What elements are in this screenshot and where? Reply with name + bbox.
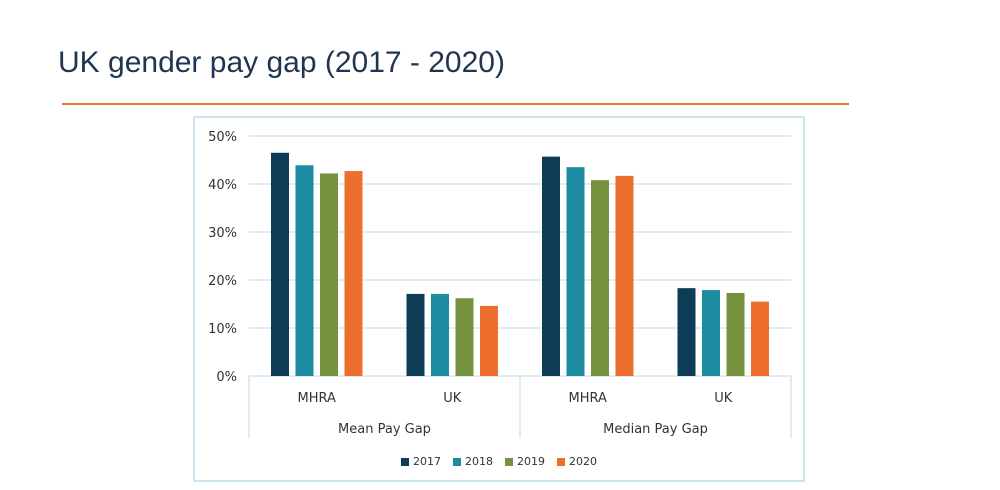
y-tick-label: 20% <box>208 274 237 289</box>
bar-2020 <box>751 301 769 376</box>
legend-label: 2018 <box>465 455 493 468</box>
x-category-label: MHRA <box>298 391 336 406</box>
bar-2018 <box>566 167 585 376</box>
bar-2018 <box>295 165 314 376</box>
bar-2017 <box>677 288 696 376</box>
y-tick-label: 50% <box>208 130 237 145</box>
y-tick-label: 0% <box>216 370 237 385</box>
bar-2019 <box>320 173 338 376</box>
bar-2020 <box>615 175 634 376</box>
y-tick-label: 10% <box>208 322 237 337</box>
legend-item: 2020 <box>557 455 597 468</box>
legend-label: 2020 <box>569 455 597 468</box>
bar-2017 <box>542 156 560 376</box>
bar-2020 <box>480 305 498 376</box>
x-category-label: MHRA <box>569 391 607 406</box>
legend-swatch <box>401 457 409 466</box>
y-tick-label: 30% <box>208 226 237 241</box>
bar-2019 <box>726 292 745 376</box>
legend-label: 2017 <box>413 455 441 468</box>
x-group-label: Median Pay Gap <box>603 422 708 437</box>
x-category-label: UK <box>443 391 462 406</box>
chart-legend: 2017 2018 2019 2020 <box>195 455 803 468</box>
bar-2019 <box>591 180 609 376</box>
bar-2017 <box>406 293 425 376</box>
x-category-label: UK <box>714 391 733 406</box>
bar-2018 <box>702 290 720 376</box>
page-title: UK gender pay gap (2017 - 2020) <box>58 46 505 79</box>
legend-swatch <box>557 457 565 466</box>
legend-item: 2019 <box>505 455 545 468</box>
legend-item: 2018 <box>453 455 493 468</box>
legend-item: 2017 <box>401 455 441 468</box>
y-tick-label: 40% <box>208 178 237 193</box>
bar-chart: 0% 10% 20% 30% 40% 50% MHRA UK MHRA UK Mean Pay Ga… <box>208 130 792 438</box>
bar-2019 <box>455 298 474 376</box>
bar-2020 <box>344 171 363 376</box>
chart-container: 0% 10% 20% 30% 40% 50% MHRA UK MHRA UK Mean Pay Ga… <box>193 116 805 482</box>
legend-swatch <box>505 457 513 466</box>
x-group-label: Mean Pay Gap <box>338 422 431 437</box>
legend-swatch <box>453 457 461 466</box>
title-divider <box>62 103 849 105</box>
legend-label: 2019 <box>517 455 545 468</box>
bar-2017 <box>271 152 289 376</box>
bar-2018 <box>431 293 449 376</box>
